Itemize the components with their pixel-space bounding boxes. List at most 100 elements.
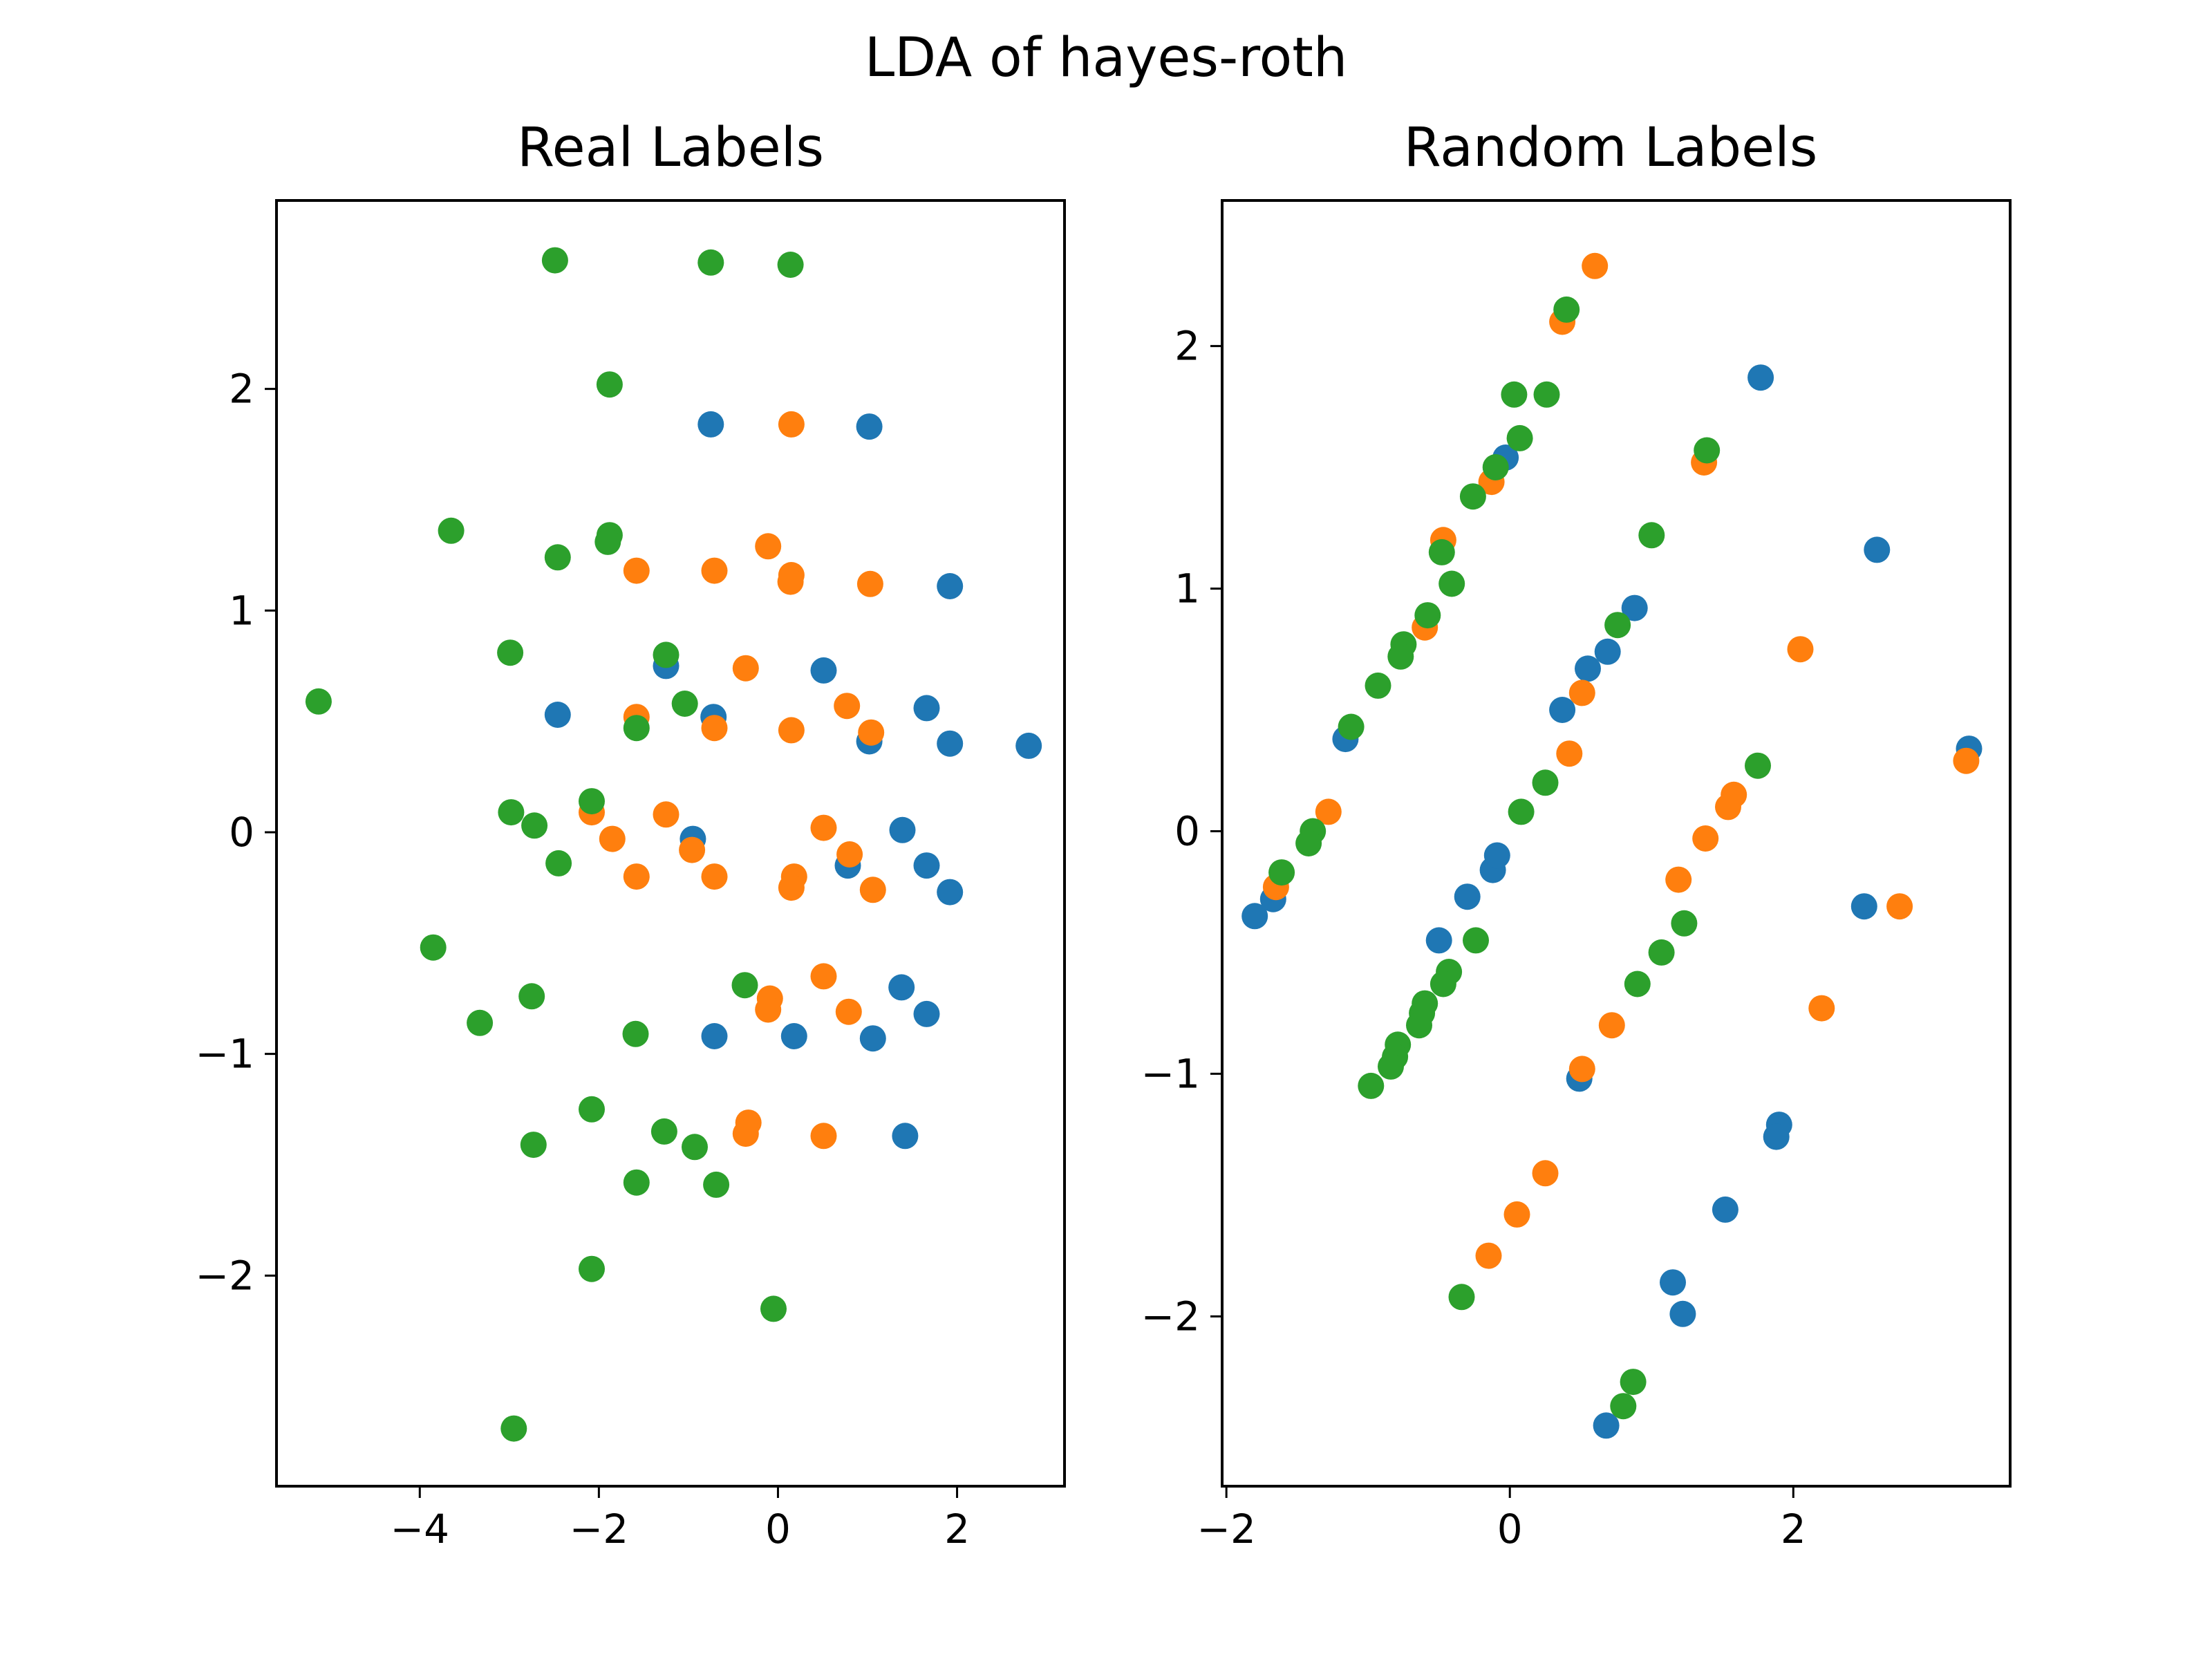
random-labels-point-class1-16 xyxy=(1808,995,1835,1022)
real-labels-point-class2-18 xyxy=(731,972,758,999)
random-labels-point-class0-8 xyxy=(1747,364,1774,391)
real-labels-point-class0-10 xyxy=(1015,732,1042,759)
real-labels-point-class0-12 xyxy=(889,816,916,843)
real-labels-point-class0-17 xyxy=(913,1000,940,1027)
real-labels-ticks: −4 −2 0 2 −2 −1 0 1 2 xyxy=(196,366,970,1553)
random-labels-point-class2-36 xyxy=(1620,1369,1647,1396)
real-labels-ytick-label: −1 xyxy=(196,1031,255,1078)
random-labels-point-class1-6 xyxy=(1787,636,1814,663)
real-labels-point-class1-21 xyxy=(778,874,805,901)
real-labels-ytick-label: 1 xyxy=(229,587,254,634)
real-labels-point-class1-10 xyxy=(778,717,805,744)
random-labels-point-class1-12 xyxy=(1715,794,1741,821)
real-labels-xtick-label: 0 xyxy=(765,1506,791,1553)
real-labels-point-class1-19 xyxy=(701,863,728,890)
real-labels-xtick-label: −2 xyxy=(570,1506,629,1553)
random-labels-axes-frame xyxy=(1221,199,2012,1488)
random-labels-ytick-label: 2 xyxy=(1174,323,1200,370)
real-labels-point-class1-11 xyxy=(834,693,861,720)
random-labels-ticks: −2 0 2 −2 −1 0 1 2 xyxy=(1141,323,1806,1553)
real-labels-point-class2-29 xyxy=(760,1295,787,1322)
real-labels-point-class2-6 xyxy=(594,528,621,555)
random-labels-point-class2-27 xyxy=(1406,1012,1432,1039)
real-labels-point-class0-21 xyxy=(892,1123,919,1150)
real-labels-point-class2-22 xyxy=(579,1096,605,1123)
real-labels-point-class1-23 xyxy=(859,877,886,903)
real-labels-point-class2-0 xyxy=(541,247,568,274)
random-labels-point-class0-9 xyxy=(1864,536,1891,563)
random-labels-point-class0-22 xyxy=(1593,1412,1620,1439)
real-labels-point-class1-24 xyxy=(810,963,837,990)
random-labels-point-class2-8 xyxy=(1414,602,1441,629)
real-labels-point-class1-6 xyxy=(856,570,883,597)
random-labels-subplot: Random Labels −2 0 2 −2 −1 0 1 2 xyxy=(1141,117,2012,1553)
real-labels-point-class2-20 xyxy=(467,1009,494,1036)
real-labels-point-class2-21 xyxy=(622,1020,649,1047)
random-labels-point-class2-7 xyxy=(1438,570,1465,597)
random-labels-point-class0-7 xyxy=(1621,594,1648,621)
real-labels-point-class1-0 xyxy=(778,411,805,438)
real-labels-point-class2-4 xyxy=(438,517,465,544)
real-labels-point-class0-15 xyxy=(937,879,964,906)
random-labels-point-class1-9 xyxy=(1315,798,1342,825)
random-labels-point-class2-15 xyxy=(1268,859,1295,886)
random-labels-point-class2-5 xyxy=(1459,483,1486,510)
real-labels-point-class2-8 xyxy=(497,639,524,666)
random-labels-point-class2-37 xyxy=(1610,1393,1637,1420)
random-labels-point-class2-14 xyxy=(1295,830,1322,856)
random-labels-point-class2-19 xyxy=(1638,522,1665,549)
random-labels-point-class2-31 xyxy=(1358,1072,1385,1099)
random-labels-point-class1-8 xyxy=(1556,740,1583,767)
random-labels-point-class0-19 xyxy=(1712,1196,1738,1223)
real-labels-point-class0-18 xyxy=(701,1023,728,1049)
real-labels-point-class0-19 xyxy=(780,1023,807,1049)
real-labels-point-class0-5 xyxy=(810,657,837,684)
real-labels-point-class2-23 xyxy=(650,1118,677,1145)
random-labels-point-class2-1 xyxy=(1501,381,1528,408)
real-labels-axes-frame xyxy=(275,199,1066,1488)
real-labels-ytick-label: −2 xyxy=(196,1252,255,1299)
real-labels-point-class1-29 xyxy=(732,1121,759,1147)
random-labels-point-class2-33 xyxy=(1648,939,1675,966)
real-labels-point-class1-3 xyxy=(755,533,782,560)
real-labels-points xyxy=(305,247,1042,1442)
real-labels-point-class1-12 xyxy=(858,719,885,746)
real-labels-point-class1-2 xyxy=(701,557,728,584)
real-labels-point-class1-18 xyxy=(623,863,650,890)
real-labels-point-class2-3 xyxy=(596,371,623,398)
real-labels-point-class2-27 xyxy=(703,1171,730,1198)
random-labels-point-class2-32 xyxy=(1671,910,1698,937)
real-labels-point-class2-16 xyxy=(545,850,572,877)
random-labels-point-class1-19 xyxy=(1568,1056,1595,1082)
random-labels-point-class1-18 xyxy=(1598,1012,1625,1039)
real-labels-point-class0-16 xyxy=(888,974,915,1001)
real-labels-point-class1-26 xyxy=(755,996,782,1023)
real-labels-point-class1-30 xyxy=(810,1123,837,1150)
real-labels-point-class1-1 xyxy=(623,557,650,584)
real-labels-point-class2-17 xyxy=(420,934,447,961)
real-labels-point-class2-7 xyxy=(544,544,571,571)
random-labels-point-class0-21 xyxy=(1669,1300,1696,1327)
random-labels-point-class2-4 xyxy=(1482,454,1509,480)
real-labels-point-class2-12 xyxy=(623,715,650,742)
random-labels-point-class2-30 xyxy=(1378,1053,1404,1080)
random-labels-ytick-label: 1 xyxy=(1174,565,1200,612)
random-labels-point-class0-5 xyxy=(1575,655,1601,682)
random-labels-point-class2-21 xyxy=(1745,752,1771,779)
real-labels-point-class2-1 xyxy=(697,249,724,276)
real-labels-point-class1-5 xyxy=(777,568,804,595)
random-labels-point-class2-6 xyxy=(1428,538,1455,565)
random-labels-point-class2-10 xyxy=(1387,643,1414,670)
real-labels-xtick-label: −4 xyxy=(391,1506,450,1553)
real-labels-point-class2-25 xyxy=(520,1132,547,1159)
random-labels-point-class2-22 xyxy=(1463,927,1489,954)
real-labels-point-class0-3 xyxy=(544,702,571,728)
random-labels-point-class1-0 xyxy=(1582,252,1609,279)
real-labels-point-class1-7 xyxy=(732,655,759,682)
real-labels-point-class2-11 xyxy=(671,691,698,717)
random-labels-point-class0-15 xyxy=(1483,842,1510,869)
random-labels-point-class2-12 xyxy=(1338,713,1365,740)
random-labels-point-class2-17 xyxy=(1532,769,1559,796)
real-labels-point-class1-9 xyxy=(701,715,728,742)
